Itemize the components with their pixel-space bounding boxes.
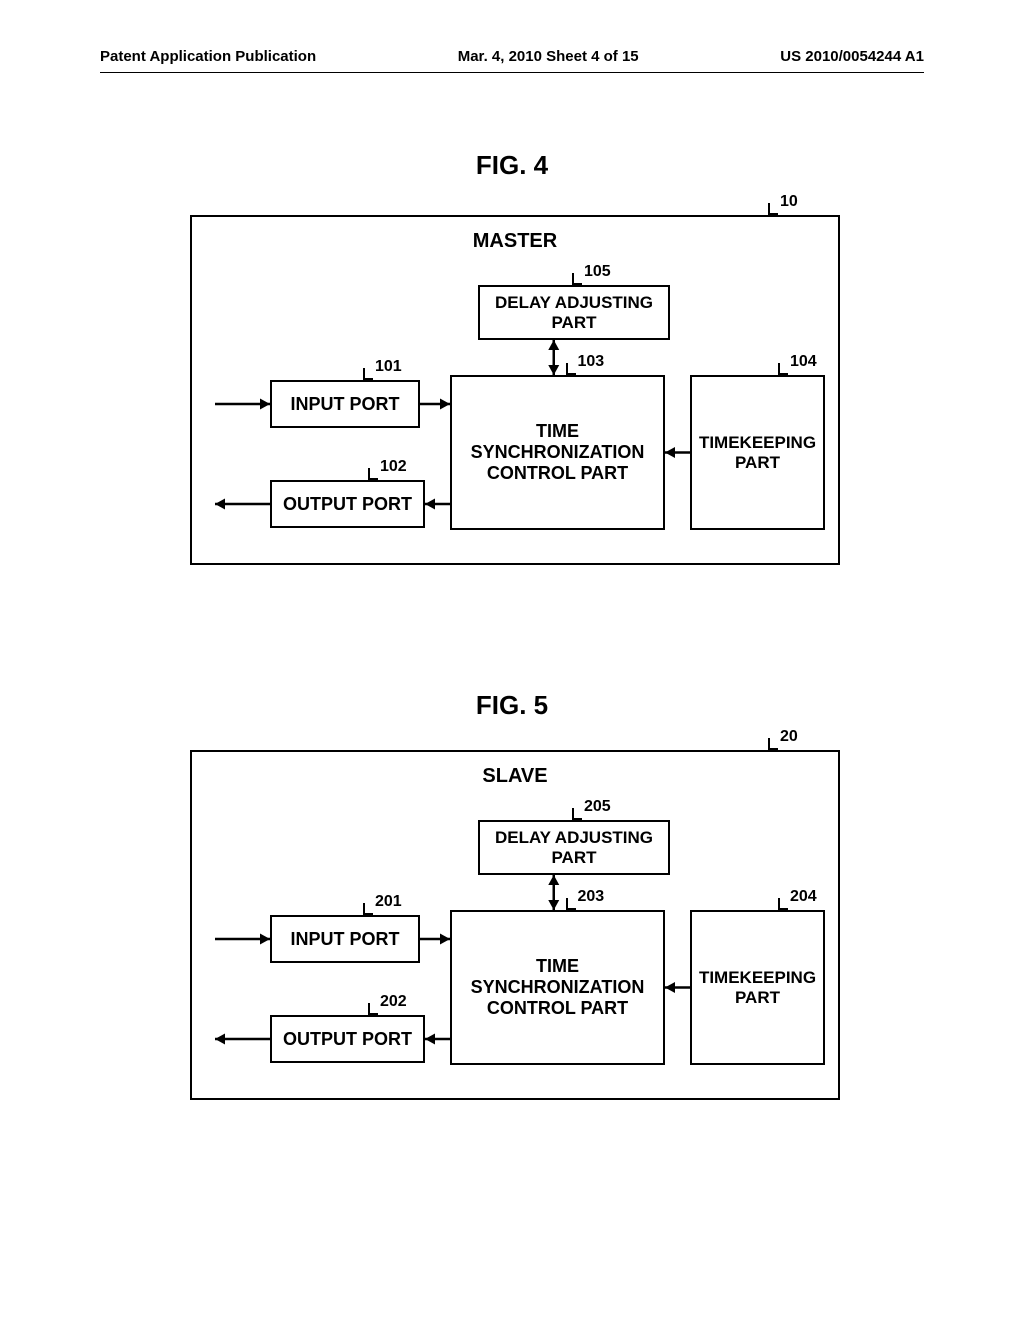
figure-title: FIG. 4 xyxy=(0,150,1024,181)
page-header: Patent Application Publication Mar. 4, 2… xyxy=(0,48,1024,65)
diagram-edges xyxy=(190,215,840,565)
header-center: Mar. 4, 2010 Sheet 4 of 15 xyxy=(458,48,639,65)
figure-title: FIG. 5 xyxy=(0,690,1024,721)
header-rule xyxy=(100,72,924,73)
ref-hook xyxy=(768,203,778,215)
diagram-edges xyxy=(190,750,840,1100)
header-left: Patent Application Publication xyxy=(100,48,316,65)
ref-hook xyxy=(768,738,778,750)
header-right: US 2010/0054244 A1 xyxy=(780,48,924,65)
outer-ref: 10 xyxy=(780,193,798,211)
outer-ref: 20 xyxy=(780,728,798,746)
